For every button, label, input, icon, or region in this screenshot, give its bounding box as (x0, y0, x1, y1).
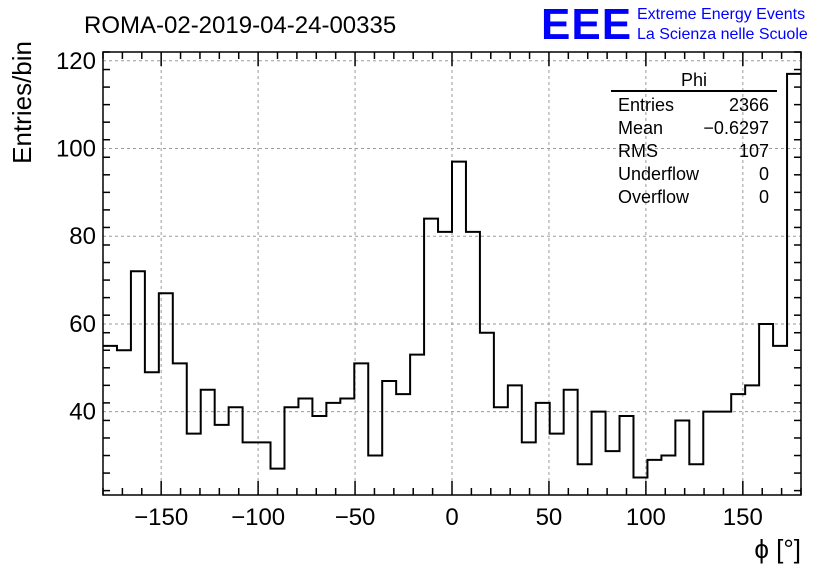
y-tick-label: 120 (56, 48, 96, 75)
x-tick-label: −150 (134, 504, 188, 531)
stats-row-label: Underflow (618, 164, 700, 184)
x-tick-label: −100 (231, 504, 285, 531)
logo-eee-text: EEE (541, 0, 632, 49)
y-tick-label: 80 (69, 223, 96, 250)
stats-row-label: Mean (618, 118, 663, 138)
stats-row-value: 0 (759, 187, 769, 207)
x-tick-label: 50 (536, 504, 563, 531)
y-tick-label: 40 (69, 399, 96, 426)
y-axis-title: Entries/bin (7, 41, 37, 164)
y-tick-label: 60 (69, 311, 96, 338)
grid-lines (103, 52, 801, 495)
histogram-outline (103, 72, 801, 479)
stats-row-value: 0 (759, 164, 769, 184)
stats-row-label: Overflow (618, 187, 690, 207)
eee-logo: EEE Extreme Energy Events La Scienza nel… (541, 0, 808, 49)
stats-row-label: Entries (618, 95, 674, 115)
x-tick-label: 100 (626, 504, 666, 531)
stats-row-label: RMS (618, 141, 658, 161)
stats-row-value: −0.6297 (703, 118, 769, 138)
x-tick-label: 0 (445, 504, 458, 531)
stats-row-value: 2366 (729, 95, 769, 115)
y-tick-labels: 40 60 80 100 120 (56, 48, 96, 426)
x-tick-label: −50 (335, 504, 376, 531)
x-tick-labels: −150 −100 −50 0 50 100 150 (134, 504, 763, 531)
y-tick-label: 100 (56, 135, 96, 162)
x-tick-label: 150 (723, 504, 763, 531)
x-axis-title: ϕ [°] (754, 534, 801, 564)
stats-box: Phi Entries 2366 Mean −0.6297 RMS 107 Underflo… (611, 70, 777, 207)
chart-title: ROMA-02-2019-04-24-00335 (84, 12, 396, 39)
logo-line-1: Extreme Energy Events (637, 6, 805, 23)
histogram-series (103, 72, 801, 479)
logo-line-2: La Scienza nelle Scuole (637, 26, 808, 43)
stats-row-value: 107 (739, 141, 769, 161)
axis-ticks (102, 51, 802, 495)
stats-title: Phi (681, 70, 707, 90)
